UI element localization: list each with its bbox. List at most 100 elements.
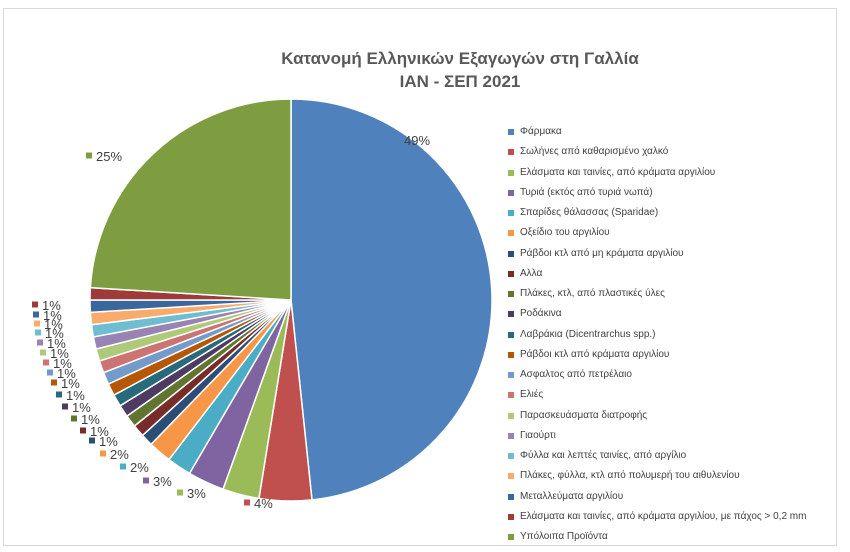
data-label-marker: [86, 152, 92, 159]
data-label-marker: [244, 499, 250, 506]
legend-item: Ράβδοι κτλ από κράματα αργιλίου: [508, 345, 806, 365]
legend-label: Ελάσματα και ταινίες, από κράματα αργιλί…: [520, 510, 807, 522]
pie-slice: [89, 98, 292, 301]
legend-swatch: [508, 169, 514, 176]
legend-label: Ελιές: [520, 389, 544, 401]
legend-label: Σπαρίδες θάλασσας (Sparidae): [520, 207, 659, 218]
data-label: 1%: [44, 317, 63, 332]
data-label: 1%: [99, 434, 118, 449]
legend-item: Φάρμακα: [508, 122, 806, 142]
data-label: 1%: [43, 308, 62, 323]
legend-swatch: [508, 270, 514, 277]
legend-swatch: [508, 351, 514, 358]
data-label: 2%: [130, 460, 149, 475]
legend-swatch: [508, 473, 514, 480]
legend-item: Πλάκες, κτλ, από πλαστικές ύλες: [508, 284, 806, 304]
legend-label: Ράβδοι κτλ από κράματα αργιλίου: [520, 348, 670, 360]
chart-title-line1: Κατανομή Ελληνικών Εξαγωγών στη Γαλλία: [281, 49, 639, 68]
data-label: 1%: [90, 424, 109, 439]
data-label: 3%: [153, 474, 172, 489]
data-label-marker: [143, 477, 149, 484]
chart-subtitle: ΙΑΝ - ΣΕΠ 2021: [399, 72, 521, 91]
legend-item: Λαβράκια (Dicentrarchus spp.): [508, 325, 806, 345]
data-label: 25%: [96, 149, 122, 164]
legend-item: Ελάσματα και ταινίες, από κράματα αργιλί…: [508, 163, 806, 183]
data-label: 4%: [254, 496, 273, 511]
legend-item: Πλάκες, φύλλα, κτλ από πολυμερή του αιθυ…: [508, 466, 806, 486]
legend-swatch: [508, 149, 514, 156]
legend-swatch: [508, 432, 514, 439]
legend-label: Γιαούρτι: [520, 429, 556, 441]
legend-item: Οξείδιο του αργιλίου: [508, 223, 806, 243]
data-label-marker: [56, 391, 62, 398]
data-label-marker: [71, 415, 77, 422]
chart-title: Κατανομή Ελληνικών Εξαγωγών στη Γαλλία Ι…: [200, 47, 720, 93]
data-label-marker: [177, 489, 183, 496]
chart-legend: Φάρμακα Σωλήνες από καθαρισμένο χαλκό Ελάσ…: [508, 122, 806, 547]
legend-swatch: [508, 311, 514, 318]
legend-swatch: [508, 372, 514, 379]
data-label-marker: [34, 320, 40, 327]
legend-item: Ασφαλτος από πετρέλαιο: [508, 365, 806, 385]
legend-label: Μεταλλεύματα αργιλίου: [520, 490, 624, 502]
data-label-marker: [47, 369, 53, 376]
legend-item: Γιαούρτι: [508, 426, 806, 446]
data-label: 1%: [47, 336, 66, 351]
data-label: 1%: [42, 298, 61, 313]
legend-item: Τυριά (εκτός από τυριά νωπά): [508, 183, 806, 203]
data-label: 1%: [61, 376, 80, 391]
legend-item: Ράβδοι κτλ από μη κράματα αργιλίου: [508, 244, 806, 264]
legend-label: Υπόλοιπα Προϊόντα: [520, 531, 608, 542]
data-label: 1%: [66, 388, 85, 403]
data-label: 1%: [50, 346, 69, 361]
pie-slice: [290, 98, 493, 501]
legend-swatch: [508, 291, 514, 298]
legend-label: Παρασκευάσματα διατροφής: [520, 409, 648, 421]
legend-swatch: [508, 453, 514, 460]
data-label: 1%: [45, 326, 64, 341]
legend-swatch: [508, 534, 514, 541]
legend-label: Τυριά (εκτός από τυριά νωπά): [520, 186, 653, 198]
legend-swatch: [508, 250, 514, 257]
data-label-marker: [51, 379, 57, 386]
legend-swatch: [508, 392, 514, 399]
data-label-marker: [62, 403, 68, 410]
legend-item: Υπόλοιπα Προϊόντα: [508, 527, 806, 547]
legend-swatch: [508, 129, 514, 136]
legend-label: Ράβδοι κτλ από μη κράματα αργιλίου: [520, 247, 684, 259]
legend-label: Οξείδιο του αργιλίου: [520, 227, 610, 239]
legend-label: Φύλλα και λεπτές ταινίες, από αργίλιο: [520, 450, 687, 461]
legend-label: Πλάκες, κτλ, από πλαστικές ύλες: [520, 288, 665, 299]
data-label-marker: [40, 349, 46, 356]
legend-item: Αλλα: [508, 264, 806, 284]
legend-label: Ροδάκινα: [520, 308, 562, 320]
legend-swatch: [508, 513, 514, 520]
data-label-marker: [120, 463, 126, 470]
legend-label: Αλλα: [520, 267, 543, 279]
legend-item: Ελιές: [508, 385, 806, 405]
data-label-marker: [43, 359, 49, 366]
data-label: 49%: [404, 133, 430, 148]
legend-label: Λαβράκια (Dicentrarchus spp.): [520, 328, 656, 340]
data-label-marker: [89, 437, 95, 444]
data-label: 1%: [53, 356, 72, 371]
data-label-marker: [37, 339, 43, 346]
legend-swatch: [508, 331, 514, 338]
legend-label: Ασφαλτος από πετρέλαιο: [520, 369, 632, 380]
legend-label: Σωλήνες από καθαρισμένο χαλκό: [520, 146, 669, 158]
data-label-marker: [32, 301, 38, 308]
legend-label: Φάρμακα: [520, 126, 562, 137]
legend-item: Σπαρίδες θάλασσας (Sparidae): [508, 203, 806, 223]
legend-swatch: [508, 493, 514, 500]
legend-swatch: [508, 189, 514, 196]
legend-label: Ελάσματα και ταινίες, από κράματα αργιλί…: [520, 166, 716, 178]
legend-swatch: [508, 230, 514, 237]
legend-swatch: [508, 210, 514, 217]
data-label: 1%: [81, 412, 100, 427]
legend-item: Παρασκευάσματα διατροφής: [508, 406, 806, 426]
data-label: 1%: [57, 366, 76, 381]
data-label-marker: [80, 427, 86, 434]
data-label: 3%: [187, 486, 206, 501]
legend-label: Πλάκες, φύλλα, κτλ από πολυμερή του αιθυ…: [520, 470, 740, 482]
